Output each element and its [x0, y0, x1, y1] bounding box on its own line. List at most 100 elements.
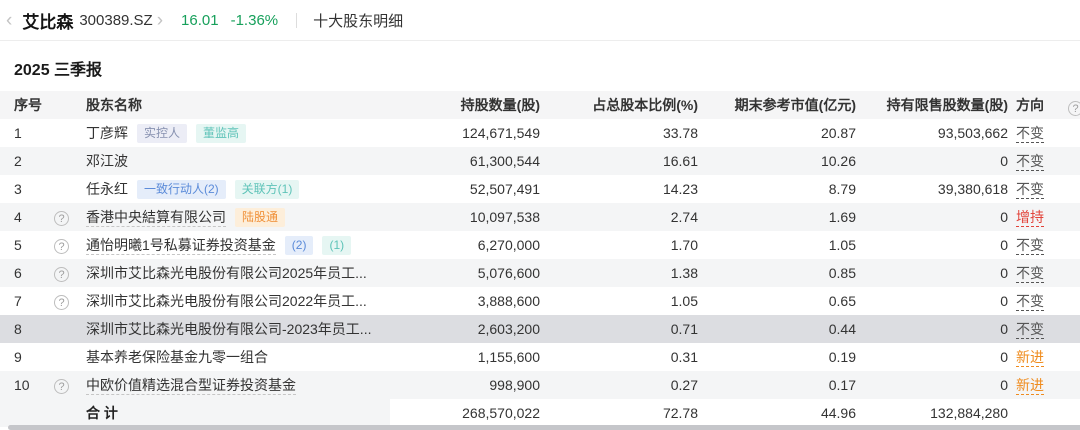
restricted-value: 39,380,618 — [937, 181, 1008, 197]
pct-value: 1.05 — [670, 293, 698, 309]
col-header-shares: 持股数量(股) — [460, 97, 540, 113]
shareholder-name: 基本养老保险基金九零一组合 — [86, 349, 268, 365]
direction-value[interactable]: 新进 — [1016, 349, 1044, 367]
shares-value: 2,603,200 — [477, 321, 540, 337]
direction-cell: 不变 — [1008, 319, 1080, 339]
help-icon[interactable]: ? — [54, 210, 69, 226]
vertical-divider — [296, 12, 298, 28]
table-total-row: 合 计 268,570,022 72.78 44.96 132,884,280 — [0, 399, 1080, 427]
shareholder-name-cell: 通怡明曦1号私募证券投资基金 (2) (1) — [86, 235, 390, 255]
shareholder-name-cell: 基本养老保险基金九零一组合 — [86, 347, 390, 367]
shares-value: 3,888,600 — [477, 293, 540, 309]
total-shares: 268,570,022 — [462, 405, 540, 421]
shares-value: 6,270,000 — [477, 237, 540, 253]
topbar: ‹ 艾比森 300389.SZ › 16.01 -1.36% 十大股东明细 — [0, 0, 1080, 41]
direction-cell: 不变 — [1008, 263, 1080, 283]
market-value: 0.19 — [828, 349, 856, 365]
shareholder-tag[interactable]: 董监高 — [196, 124, 247, 143]
back-chevron-icon[interactable]: ‹ — [6, 9, 13, 31]
col-header-name: 股东名称 — [86, 97, 142, 113]
direction-value[interactable]: 不变 — [1016, 265, 1044, 283]
direction-value[interactable]: 不变 — [1016, 181, 1044, 199]
help-icon[interactable]: ? — [54, 266, 69, 282]
report-period-title: 2025 三季报 — [14, 62, 103, 79]
table-row[interactable]: 4? 香港中央結算有限公司 陆股通 10,097,538 2.74 1.69 0 增持 — [0, 203, 1080, 231]
shares-value: 10,097,538 — [469, 209, 540, 225]
shares-value: 5,076,600 — [477, 265, 540, 281]
row-seq: 3 — [14, 181, 22, 197]
row-seq: 1 — [14, 125, 22, 141]
shareholder-name-cell: 丁彦辉 实控人 董监高 — [86, 123, 390, 143]
table-row[interactable]: 5? 通怡明曦1号私募证券投资基金 (2) (1) 6,270,000 1.70 1.05 0… — [0, 231, 1080, 259]
shareholder-tag[interactable]: (2) — [284, 236, 314, 255]
row-help-cell: ? — [54, 209, 86, 226]
direction-header-label: 方向 — [1016, 96, 1044, 113]
pct-value: 2.74 — [670, 209, 698, 225]
direction-value[interactable]: 不变 — [1016, 125, 1044, 143]
shareholder-tag[interactable]: 关联方(1) — [234, 180, 300, 199]
col-header-pct: 占总股本比例(%) — [592, 97, 698, 113]
col-header-restricted: 持有限售股数量(股) — [886, 97, 1008, 113]
restricted-value: 0 — [1000, 377, 1008, 393]
restricted-value: 0 — [1000, 265, 1008, 281]
market-value: 0.85 — [828, 265, 856, 281]
help-icon[interactable]: ? — [54, 238, 69, 254]
direction-cell: 增持 — [1008, 207, 1080, 227]
table-header-row: 序号 股东名称 持股数量(股) 占总股本比例(%) 期末参考市值(亿元) 持有限… — [0, 91, 1080, 119]
direction-cell: 不变 — [1008, 235, 1080, 255]
direction-value[interactable]: 不变 — [1016, 153, 1044, 171]
direction-value[interactable]: 不变 — [1016, 293, 1044, 311]
col-header-market-value: 期末参考市值(亿元) — [734, 97, 856, 113]
restricted-value: 0 — [1000, 237, 1008, 253]
shareholder-tag[interactable]: 实控人 — [137, 124, 188, 143]
shares-value: 61,300,544 — [469, 153, 540, 169]
direction-value[interactable]: 新进 — [1016, 377, 1044, 395]
direction-help-icon[interactable]: ? — [1068, 100, 1080, 116]
direction-cell: 不变 — [1008, 291, 1080, 311]
table-row[interactable]: 1 丁彦辉 实控人 董监高 124,671,549 33.78 20.87 93,503,66… — [0, 119, 1080, 147]
pct-value: 16.61 — [662, 153, 698, 169]
forward-chevron-icon[interactable]: › — [156, 9, 164, 31]
restricted-value: 0 — [1000, 153, 1008, 169]
pct-value: 0.71 — [670, 321, 698, 337]
shareholder-tag[interactable]: 一致行动人(2) — [137, 180, 226, 199]
table-row[interactable]: 2 邓江波 61,300,544 16.61 10.26 0 不变 — [0, 147, 1080, 175]
pct-value: 14.23 — [662, 181, 698, 197]
table-row[interactable]: 6? 深圳市艾比森光电股份有限公司2025年员工... 5,076,600 1.38 0… — [0, 259, 1080, 287]
row-seq: 2 — [14, 153, 22, 169]
table-row[interactable]: 9 基本养老保险基金九零一组合 1,155,600 0.31 0.19 0 新进 — [0, 343, 1080, 371]
direction-value[interactable]: 不变 — [1016, 237, 1044, 255]
restricted-value: 0 — [1000, 349, 1008, 365]
direction-cell: 新进 — [1008, 347, 1080, 367]
stock-name: 艾比森 — [22, 12, 74, 32]
stock-price: 16.01 — [181, 11, 219, 29]
shareholder-name[interactable]: 通怡明曦1号私募证券投资基金 — [86, 237, 276, 255]
total-restricted: 132,884,280 — [930, 405, 1008, 421]
market-value: 1.05 — [828, 237, 856, 253]
table-row[interactable]: 7? 深圳市艾比森光电股份有限公司2022年员工... 3,888,600 1.05 0… — [0, 287, 1080, 315]
market-value: 20.87 — [820, 125, 856, 141]
row-help-cell: ? — [54, 237, 86, 254]
table-row[interactable]: 10? 中欧价值精选混合型证券投资基金 998,900 0.27 0.17 0 新进 — [0, 371, 1080, 399]
direction-cell: 不变 — [1008, 179, 1080, 199]
row-seq: 5 — [14, 237, 22, 253]
direction-value[interactable]: 不变 — [1016, 321, 1044, 339]
shareholder-name[interactable]: 中欧价值精选混合型证券投资基金 — [86, 377, 296, 395]
shareholder-tag[interactable]: (1) — [322, 236, 352, 255]
help-icon[interactable]: ? — [54, 294, 69, 310]
horizontal-scrollbar[interactable] — [8, 425, 1080, 430]
row-seq: 7 — [14, 293, 22, 309]
table-row[interactable]: 8 深圳市艾比森光电股份有限公司-2023年员工... 2,603,200 0.71 0… — [0, 315, 1080, 343]
pct-value: 0.27 — [670, 377, 698, 393]
shareholder-name[interactable]: 香港中央結算有限公司 — [86, 209, 226, 227]
market-value: 0.44 — [828, 321, 856, 337]
help-icon[interactable]: ? — [54, 378, 69, 394]
shareholder-name-cell: 香港中央結算有限公司 陆股通 — [86, 207, 390, 227]
row-seq: 9 — [14, 349, 22, 365]
shareholder-tag[interactable]: 陆股通 — [235, 208, 286, 227]
table-row[interactable]: 3 任永红 一致行动人(2) 关联方(1) 52,507,491 14.23 8.79 39,… — [0, 175, 1080, 203]
shareholder-name-cell: 任永红 一致行动人(2) 关联方(1) — [86, 179, 390, 199]
stock-change-percent: -1.36% — [230, 11, 279, 29]
pct-value: 1.38 — [670, 265, 698, 281]
direction-value[interactable]: 增持 — [1016, 209, 1044, 227]
